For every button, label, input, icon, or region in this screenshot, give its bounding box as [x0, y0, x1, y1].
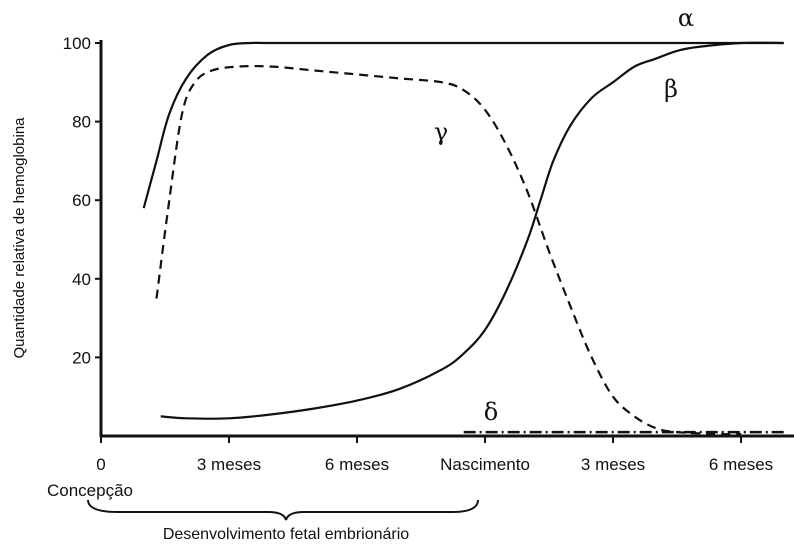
- tick-layer: 20 40 60 80 100 0 3 meses 6 meses Nascimento 3 me…: [63, 34, 774, 474]
- series-line-beta: [160, 41, 784, 420]
- x-tick-label: 6 meses: [325, 455, 389, 474]
- curly-brace: [87, 499, 479, 521]
- x-tick-label: 3 meses: [581, 455, 645, 474]
- series-line-gamma: [155, 64, 742, 436]
- y-axis-title: Quantidade relativa de hemoglobina: [11, 117, 28, 359]
- x-tick-label: 0: [96, 455, 105, 474]
- label-layer: Quantidade relativa de hemoglobina Conce…: [11, 4, 694, 543]
- under-axis-label: Concepção: [47, 481, 133, 500]
- x-tick-label: Nascimento: [440, 455, 530, 474]
- series-label-delta: δ: [484, 398, 498, 426]
- y-tick-label: 40: [72, 270, 91, 289]
- series-label-beta: β: [664, 75, 678, 103]
- brace-label: Desenvolvimento fetal embrionário: [163, 526, 409, 543]
- series-layer: [142, 41, 784, 436]
- series-label-gamma: γ: [434, 118, 448, 146]
- y-tick-label: 20: [72, 348, 91, 367]
- y-tick-label: 80: [72, 113, 91, 132]
- x-tick-label: 6 meses: [709, 455, 773, 474]
- axis-layer: [99, 40, 794, 438]
- x-tick-label: 3 meses: [197, 455, 261, 474]
- series-line-alpha: [142, 41, 784, 209]
- series-label-alpha: α: [678, 4, 694, 32]
- y-tick-label: 100: [63, 34, 91, 53]
- y-tick-label: 60: [72, 191, 91, 210]
